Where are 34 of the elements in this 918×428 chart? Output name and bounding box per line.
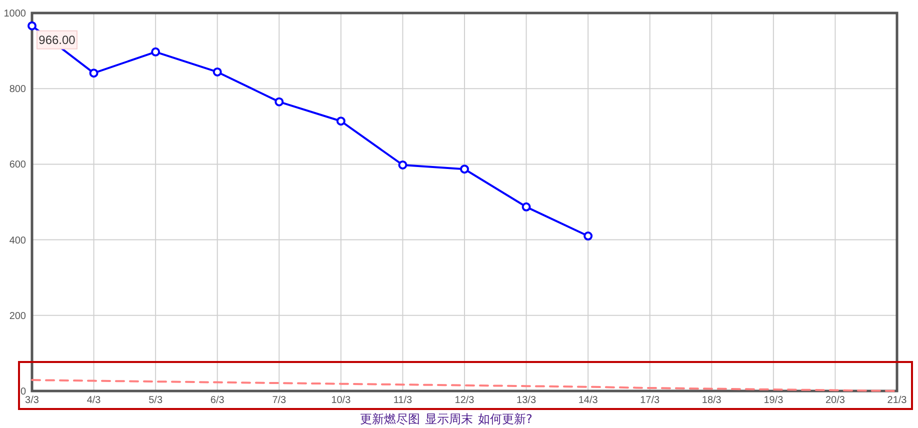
x-tick-label: 14/3 [578, 395, 598, 406]
x-tick-label: 6/3 [210, 395, 225, 406]
x-tick-label: 5/3 [148, 395, 163, 406]
x-tick-label: 7/3 [272, 395, 287, 406]
point [28, 21, 36, 30]
y-tick-label: 800 [9, 84, 26, 96]
point [336, 116, 346, 126]
x-tick-label: 21/3 [887, 395, 908, 406]
point [274, 97, 284, 106]
x-tick-label: 3/3 [25, 395, 40, 406]
point [522, 202, 531, 212]
point [398, 160, 408, 170]
x-tick-label: 13/3 [516, 395, 536, 406]
x-tick-label: 18/3 [702, 395, 722, 406]
x-tick-label: 17/3 [640, 395, 660, 406]
x-tick-label: 10/3 [331, 395, 352, 406]
point [89, 68, 98, 78]
x-tick-label: 12/3 [454, 395, 475, 406]
point [584, 232, 593, 241]
x-tick-label: 19/3 [764, 395, 784, 406]
point [212, 67, 222, 76]
point [151, 47, 160, 56]
line-series [31, 379, 898, 392]
x-tick-label: 4/3 [86, 395, 102, 406]
x-tick-label: 11/3 [393, 395, 413, 406]
y-tick-label: 200 [9, 310, 26, 322]
x-tick-label: 20/3 [825, 395, 846, 406]
y-tick-label: 0 [20, 386, 26, 398]
data-label: 966.00 [38, 32, 76, 47]
y-tick-label: 1000 [4, 8, 26, 20]
y-tick-label: 600 [9, 160, 26, 171]
links: 更新燃尽图 显示周末 如何更新? [360, 412, 532, 426]
y-tick-label: 400 [9, 235, 26, 246]
point [460, 164, 469, 174]
